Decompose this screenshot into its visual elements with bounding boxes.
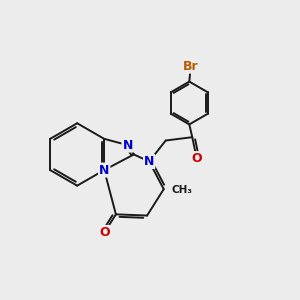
- Text: N: N: [144, 155, 154, 168]
- Text: Br: Br: [183, 60, 199, 73]
- Text: N: N: [122, 139, 133, 152]
- Text: N: N: [99, 164, 110, 177]
- Text: O: O: [99, 226, 110, 239]
- Text: O: O: [191, 152, 202, 165]
- Text: CH₃: CH₃: [172, 185, 193, 195]
